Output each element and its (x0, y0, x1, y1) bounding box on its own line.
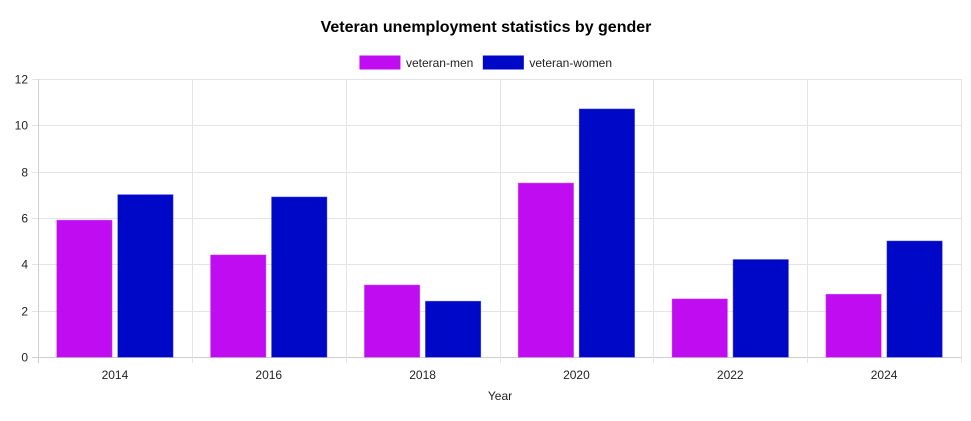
y-tick-label: 4 (21, 258, 28, 272)
x-axis-title: Year (488, 389, 512, 403)
bar-veteran-women-2018[interactable] (425, 300, 482, 358)
bar-veteran-men-2014[interactable] (56, 219, 113, 358)
bar-veteran-men-2018[interactable] (364, 284, 421, 358)
y-tick-label: 6 (21, 212, 28, 226)
bar-veteran-women-2022[interactable] (732, 259, 789, 358)
bar-veteran-men-2024[interactable] (825, 293, 882, 358)
y-tick-label: 0 (21, 351, 28, 365)
chart-title: Veteran unemployment statistics by gende… (321, 19, 652, 36)
legend-swatch-veteran-women[interactable] (482, 55, 524, 70)
x-tick-label: 2018 (409, 368, 436, 382)
x-tick-label: 2016 (255, 368, 282, 382)
x-tick-label: 2022 (717, 368, 744, 382)
y-tick-label: 2 (21, 305, 28, 319)
x-tick-label: 2024 (871, 368, 898, 382)
bar-veteran-men-2016[interactable] (210, 254, 267, 358)
bar-veteran-women-2020[interactable] (578, 108, 635, 358)
x-tick-label: 2014 (102, 368, 129, 382)
bar-veteran-women-2016[interactable] (271, 196, 328, 358)
bar-veteran-men-2020[interactable] (517, 182, 574, 358)
bars (56, 108, 943, 358)
bar-veteran-women-2024[interactable] (886, 240, 943, 358)
legend-label: veteran-women (529, 56, 612, 70)
x-tick-label: 2020 (563, 368, 590, 382)
legend-label: veteran-men (406, 56, 473, 70)
bar-veteran-men-2022[interactable] (671, 298, 728, 358)
y-tick-label: 12 (15, 73, 29, 87)
axes: 0 2 4 6 8 10 12 2014 2016 2018 2020 2022 2024 (15, 73, 898, 383)
grid (32, 79, 962, 363)
legend-swatch-veteran-men[interactable] (359, 55, 401, 70)
y-tick-label: 8 (21, 166, 28, 180)
legend: veteran-men veteran-women (359, 55, 612, 70)
bar-veteran-women-2014[interactable] (117, 194, 174, 358)
y-tick-label: 10 (15, 119, 29, 133)
